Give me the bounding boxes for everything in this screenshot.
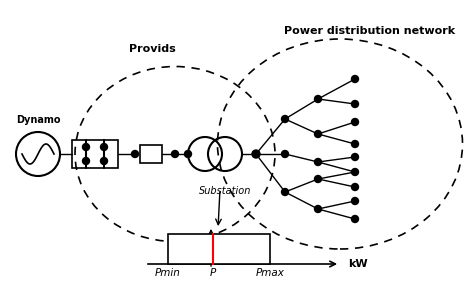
Circle shape [352, 169, 358, 175]
Circle shape [184, 150, 191, 158]
Circle shape [100, 143, 108, 150]
Text: Pmax: Pmax [255, 268, 284, 278]
Circle shape [315, 95, 321, 102]
Circle shape [352, 153, 358, 160]
Text: Provids: Provids [128, 44, 175, 54]
Circle shape [352, 118, 358, 126]
Circle shape [315, 205, 321, 213]
Bar [72, 140, 118, 168]
Text: Substation: Substation [199, 186, 251, 196]
Circle shape [82, 158, 90, 165]
Text: kW: kW [348, 259, 368, 269]
Circle shape [352, 198, 358, 204]
Text: Power distribution network: Power distribution network [284, 26, 456, 36]
Bar [168, 234, 270, 264]
Circle shape [82, 143, 90, 150]
Circle shape [352, 101, 358, 108]
Bar [140, 145, 162, 163]
Circle shape [131, 150, 138, 158]
Circle shape [172, 150, 179, 158]
Text: Dynamo: Dynamo [16, 115, 60, 125]
Circle shape [282, 115, 289, 123]
Circle shape [282, 150, 289, 158]
Circle shape [252, 150, 260, 158]
Circle shape [100, 158, 108, 165]
Circle shape [352, 184, 358, 191]
Circle shape [315, 159, 321, 165]
Circle shape [282, 188, 289, 195]
Text: P: P [210, 268, 216, 278]
Circle shape [352, 76, 358, 82]
Circle shape [315, 130, 321, 137]
Circle shape [352, 216, 358, 223]
Text: Pmin: Pmin [155, 268, 181, 278]
Circle shape [315, 175, 321, 182]
Circle shape [352, 140, 358, 147]
